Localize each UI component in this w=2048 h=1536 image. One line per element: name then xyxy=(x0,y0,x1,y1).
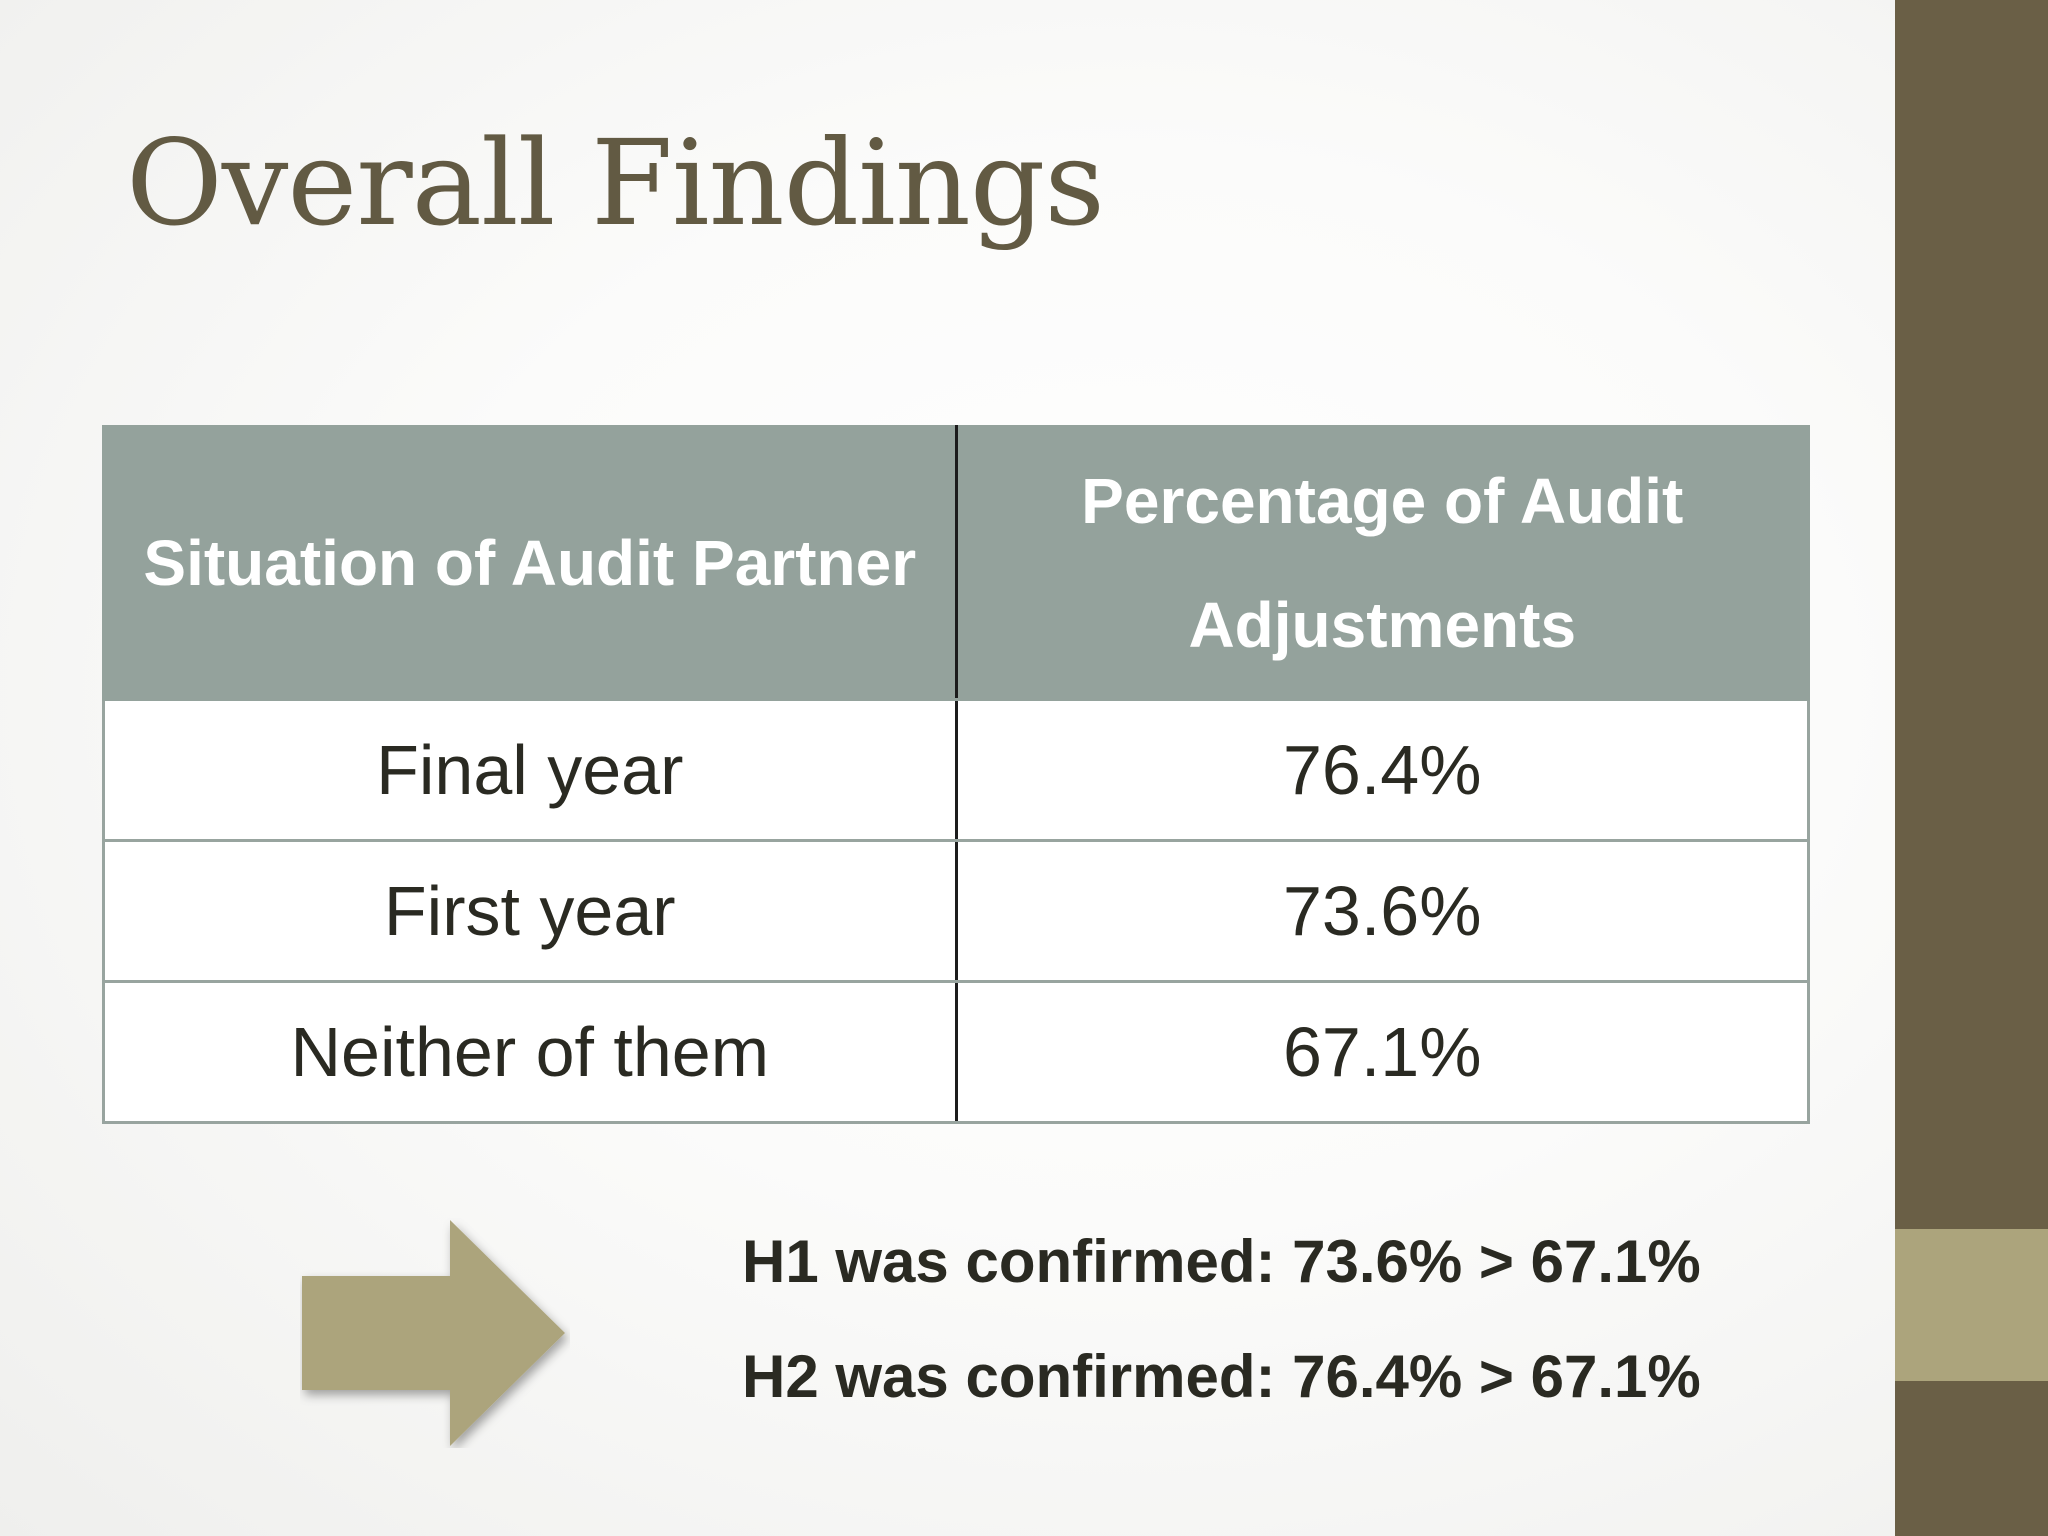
table-row: First year 73.6% xyxy=(102,839,1810,983)
table-header-row: Situation of Audit Partner Percentage of… xyxy=(102,425,1810,701)
table-row: Neither of them 67.1% xyxy=(102,980,1810,1124)
slide-title: Overall Findings xyxy=(126,114,1105,252)
sidebar-accent-block xyxy=(1895,1229,2048,1381)
conclusions: H1 was confirmed: 73.6% > 67.1% H2 was c… xyxy=(742,1232,1701,1462)
cell-percentage: 67.1% xyxy=(954,980,1810,1124)
cell-situation: First year xyxy=(102,839,958,983)
cell-percentage: 73.6% xyxy=(954,839,1810,983)
findings-table: Situation of Audit Partner Percentage of… xyxy=(102,425,1810,1124)
header-situation: Situation of Audit Partner xyxy=(102,425,958,701)
header-percentage: Percentage of Audit Adjustments xyxy=(954,425,1810,701)
cell-situation: Neither of them xyxy=(102,980,958,1124)
hypothesis-2-text: H2 was confirmed: 76.4% > 67.1% xyxy=(742,1343,1701,1410)
right-arrow-icon xyxy=(302,1220,565,1446)
cell-situation: Final year xyxy=(102,698,958,842)
hypothesis-1-text: H1 was confirmed: 73.6% > 67.1% xyxy=(742,1228,1701,1295)
table-row: Final year 76.4% xyxy=(102,698,1810,842)
cell-percentage: 76.4% xyxy=(954,698,1810,842)
